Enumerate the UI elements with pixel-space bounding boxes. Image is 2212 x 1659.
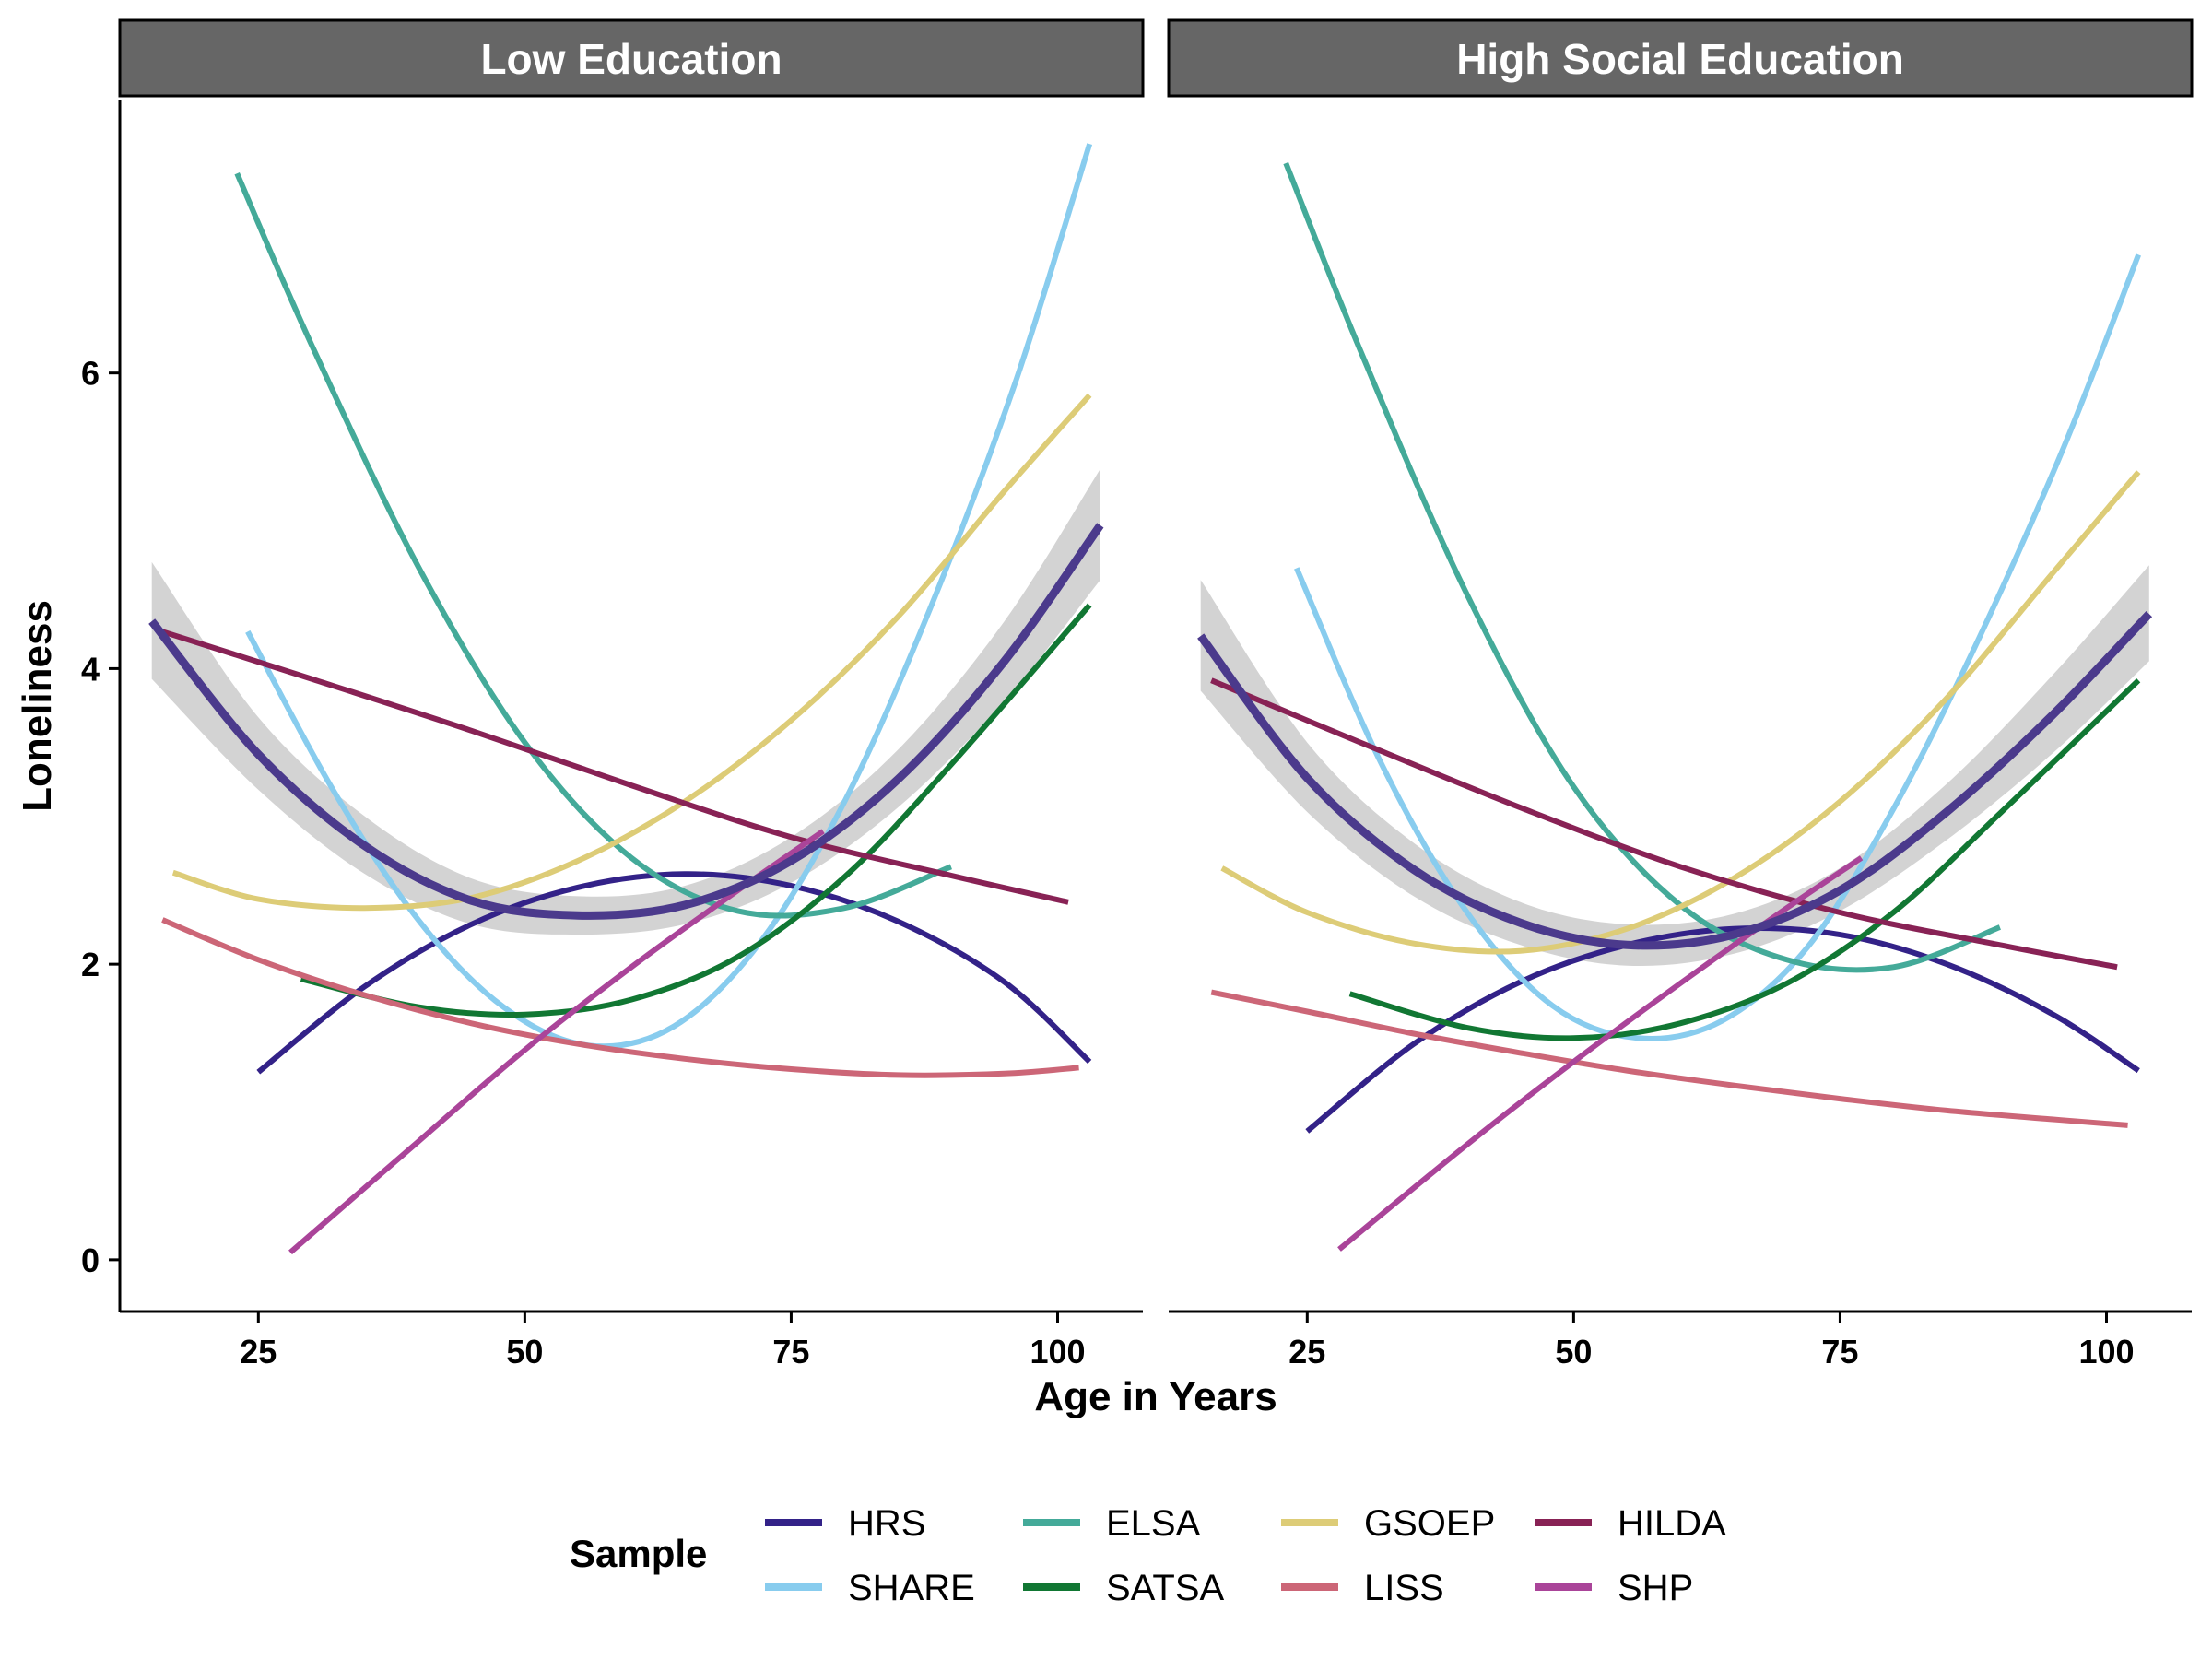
pooled-line [1197, 610, 2153, 950]
series-line-shp [1337, 855, 1864, 1252]
series-line-gsoep [171, 393, 1092, 912]
facet-title-low-education: Low Education [480, 35, 782, 83]
series-line-gsoep [1220, 470, 2141, 955]
pooled-trend-line [148, 523, 1104, 920]
x-tick-label: 50 [506, 1333, 543, 1371]
series-line-satsa [300, 603, 1092, 1018]
panel-high-social-education: 25 50 75 100 [1169, 161, 2192, 1371]
x-tick-label: 25 [240, 1333, 276, 1371]
panel-low-education: 25 50 75 100 0 2 4 6 [81, 100, 1143, 1371]
legend-label-liss: LISS [1364, 1568, 1444, 1608]
y-tick-label: 6 [81, 355, 100, 393]
facet-strip-low-education [118, 18, 1145, 98]
pooled-ribbon [151, 468, 1100, 935]
series-lines [1210, 161, 2141, 1252]
x-tick-label: 100 [1030, 1333, 1085, 1371]
series-line-hilda [1210, 677, 2118, 971]
legend-label-satsa: SATSA [1106, 1568, 1225, 1608]
pooled-confidence-ribbon [151, 468, 1100, 935]
series-line-elsa [1283, 161, 2001, 973]
x-tick-label: 75 [1821, 1333, 1858, 1371]
legend-label-gsoep: GSOEP [1364, 1503, 1495, 1544]
pooled-trend-line [1197, 610, 2153, 950]
x-tick-label: 25 [1288, 1333, 1325, 1371]
y-tick-label: 2 [81, 946, 100, 983]
legend-label-share: SHARE [848, 1568, 975, 1608]
x-ticks: 25 50 75 100 [240, 1312, 1086, 1371]
series-line-hrs [256, 871, 1092, 1075]
series-line-satsa [1348, 678, 2141, 1041]
x-tick-label: 50 [1555, 1333, 1592, 1371]
x-axis-title: Age in Years [1034, 1374, 1277, 1419]
facet-title-high-social-education: High Social Education [1456, 35, 1904, 83]
pooled-line [148, 523, 1104, 920]
legend-label-hilda: HILDA [1618, 1503, 1726, 1544]
x-ticks: 25 50 75 100 [1288, 1312, 2135, 1371]
series-line-share [1294, 253, 2141, 1041]
x-tick-label: 75 [772, 1333, 809, 1371]
series-line-hrs [1305, 925, 2140, 1134]
legend: Sample HRS SHARE ELSA SATSA GSOEP LISS HILDA SH… [570, 1503, 1726, 1608]
y-tick-label: 0 [81, 1241, 100, 1279]
legend-label-hrs: HRS [848, 1503, 925, 1544]
legend-label-elsa: ELSA [1106, 1503, 1201, 1544]
x-tick-label: 100 [2078, 1333, 2134, 1371]
y-tick-label: 4 [81, 650, 100, 688]
legend-label-shp: SHP [1618, 1568, 1693, 1608]
legend-title: Sample [570, 1532, 707, 1575]
series-line-share [245, 143, 1093, 1050]
legend-entries: HRS SHARE ELSA SATSA GSOEP LISS HILDA SHP [765, 1503, 1726, 1608]
series-line-liss [161, 917, 1079, 1078]
facet-strip-high-social-education [1167, 18, 2194, 98]
y-ticks: 0 2 4 6 [81, 355, 120, 1279]
series-line-liss [1210, 989, 2128, 1128]
series-lines [161, 143, 1093, 1255]
y-axis-title: Loneliness [15, 600, 60, 812]
series-line-hilda [161, 629, 1069, 905]
